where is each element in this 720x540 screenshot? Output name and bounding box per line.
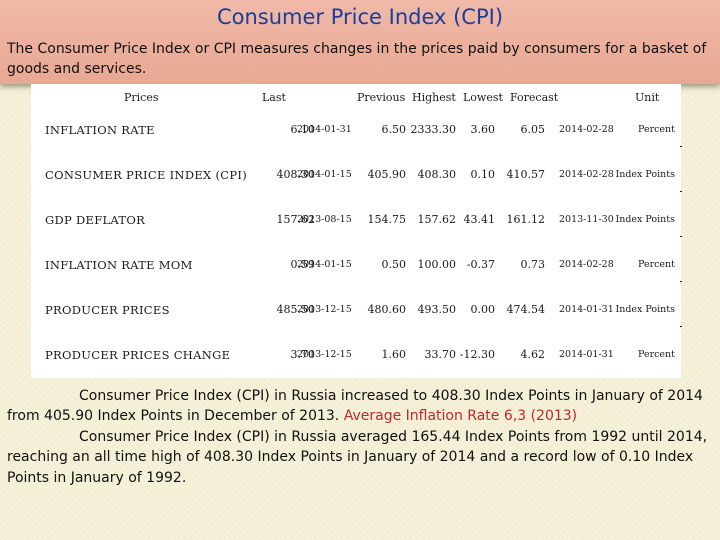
row-forecast-date: 2013-11-30 [559, 214, 614, 225]
row-name: PRODUCER PRICES [45, 303, 170, 317]
table-row: GDP DEFLATOR 157.62 2013-08-15 154.75 15… [31, 210, 681, 230]
col-header-prices: Prices [124, 91, 159, 104]
table-row: INFLATION RATE 6.10 2014-01-31 6.50 2333… [31, 120, 681, 140]
table-edge-tick [680, 191, 682, 192]
row-last: 485.50 [276, 303, 316, 316]
table-row: CONSUMER PRICE INDEX (CPI) 408.30 2014-0… [31, 165, 681, 185]
row-last: 0.59 [290, 258, 316, 271]
row-last: 3.70 [290, 348, 316, 361]
row-unit: Percent [637, 259, 675, 270]
row-name: INFLATION RATE MOM [45, 258, 193, 272]
row-name: CONSUMER PRICE INDEX (CPI) [45, 168, 248, 182]
row-highest: 100.00 [417, 258, 457, 271]
row-reference-date: 2014-01-15 [297, 169, 352, 180]
row-unit: Index Points [615, 304, 675, 315]
row-highest: 493.50 [417, 303, 457, 316]
table-edge-tick [680, 236, 682, 237]
row-unit: Percent [637, 349, 675, 360]
row-last: 6.10 [290, 123, 316, 136]
paragraph-cpi-average: Consumer Price Index (CPI) in Russia ave… [7, 428, 708, 486]
table-edge-tick [680, 326, 682, 327]
row-forecast-date: 2014-02-28 [559, 124, 614, 135]
col-header-forecast: Forecast [510, 91, 559, 104]
col-header-previous: Previous [357, 91, 406, 104]
row-reference-date: 2013-12-15 [297, 304, 352, 315]
row-forecast-date: 2014-01-31 [559, 349, 614, 360]
table-row: PRODUCER PRICES CHANGE 3.70 2013-12-15 1… [31, 345, 681, 365]
col-header-unit: Unit [635, 91, 660, 104]
row-forecast-date: 2014-01-31 [559, 304, 614, 315]
average-inflation-highlight: Average Inflation Rate 6,3 (2013) [343, 408, 578, 425]
row-highest: 2333.30 [410, 123, 457, 136]
paragraph-cpi-increase: Consumer Price Index (CPI) in Russia inc… [7, 386, 715, 427]
row-lowest: -12.30 [459, 348, 495, 361]
row-lowest: 43.41 [463, 213, 496, 226]
col-header-last: Last [262, 91, 286, 104]
row-lowest: -0.37 [466, 258, 495, 271]
col-header-lowest: Lowest [463, 91, 503, 104]
row-highest: 157.62 [417, 213, 457, 226]
row-name: PRODUCER PRICES CHANGE [45, 348, 231, 362]
table-edge-tick [680, 281, 682, 282]
row-forecast-date: 2014-02-28 [559, 169, 614, 180]
page-subtitle: The Consumer Price Index or CPI measures… [7, 41, 707, 77]
row-forecast: 6.05 [520, 123, 546, 136]
row-previous: 1.60 [381, 348, 407, 361]
row-highest: 408.30 [417, 168, 457, 181]
row-unit: Index Points [615, 214, 675, 225]
paragraph-1-text: Consumer Price Index (CPI) in Russia inc… [7, 388, 703, 425]
row-reference-date: 2013-12-15 [297, 349, 352, 360]
row-lowest: 3.60 [470, 123, 496, 136]
row-reference-date: 2014-01-15 [297, 259, 352, 270]
col-header-highest: Highest [412, 91, 456, 104]
row-last: 157.62 [276, 213, 316, 226]
row-reference-date: 2014-01-31 [297, 124, 352, 135]
description-text: Consumer Price Index (CPI) in Russia inc… [7, 386, 715, 488]
row-forecast: 4.62 [520, 348, 546, 361]
row-forecast-date: 2014-02-28 [559, 259, 614, 270]
row-lowest: 0.10 [470, 168, 496, 181]
row-forecast: 0.73 [520, 258, 546, 271]
row-lowest: 0.00 [470, 303, 496, 316]
row-forecast: 410.57 [506, 168, 546, 181]
row-previous: 0.50 [381, 258, 407, 271]
row-previous: 405.90 [367, 168, 407, 181]
row-reference-date: 2013-08-15 [297, 214, 352, 225]
table-edge-tick [680, 146, 682, 147]
title-bar: Consumer Price Index (CPI) The Consumer … [0, 0, 720, 84]
row-previous: 154.75 [367, 213, 407, 226]
row-previous: 480.60 [367, 303, 407, 316]
row-name: GDP DEFLATOR [45, 213, 146, 227]
row-unit: Percent [637, 124, 675, 135]
cpi-table-image: Prices Last Previous Highest Lowest Fore… [31, 84, 682, 378]
page-title: Consumer Price Index (CPI) [216, 5, 504, 29]
table-row: PRODUCER PRICES 485.50 2013-12-15 480.60… [31, 300, 681, 320]
row-highest: 33.70 [424, 348, 457, 361]
row-last: 408.30 [276, 168, 316, 181]
row-forecast: 474.54 [506, 303, 546, 316]
table-row: INFLATION RATE MOM 0.59 2014-01-15 0.50 … [31, 255, 681, 275]
row-forecast: 161.12 [506, 213, 546, 226]
table-header-row: Prices Last Previous Highest Lowest Fore… [31, 88, 681, 108]
row-unit: Index Points [615, 169, 675, 180]
row-previous: 6.50 [381, 123, 407, 136]
row-name: INFLATION RATE [45, 123, 155, 137]
